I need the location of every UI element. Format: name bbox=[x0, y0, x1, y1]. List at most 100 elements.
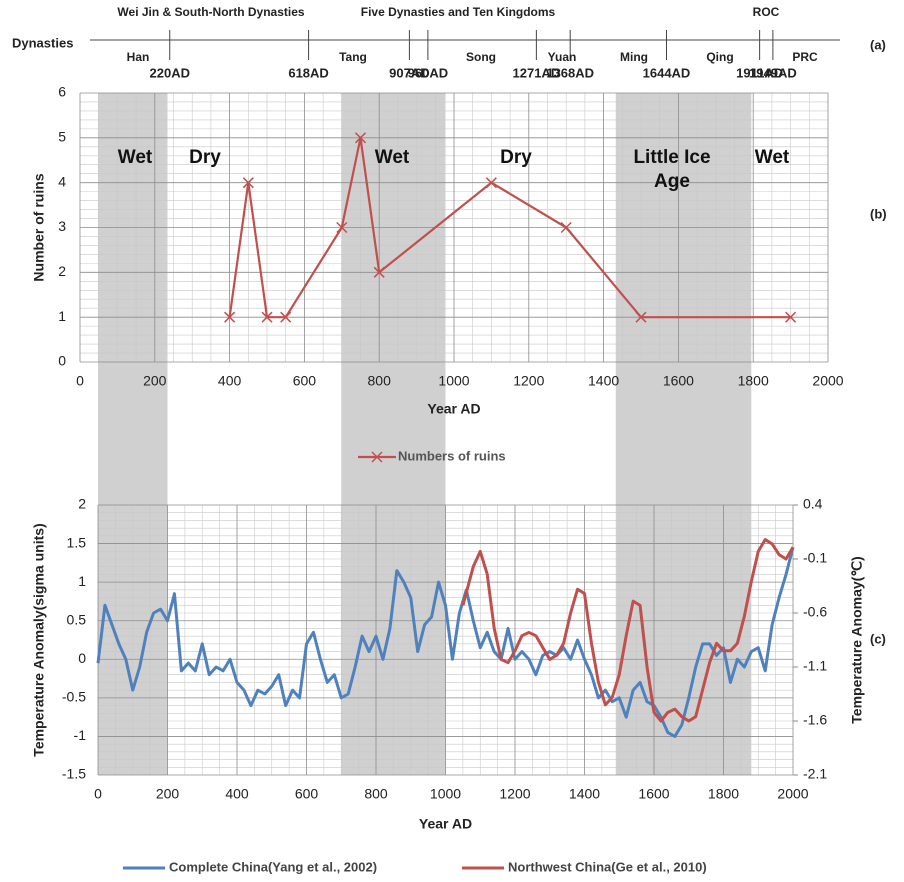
x-tick-label: 1600 bbox=[638, 786, 669, 802]
point-marker bbox=[336, 221, 348, 234]
x-axis-title: Year AD bbox=[419, 816, 472, 832]
y-tick-label: 1.5 bbox=[67, 534, 87, 550]
timeline-label: Dynasties bbox=[12, 35, 73, 50]
year-label: 907AD bbox=[389, 65, 429, 80]
dynasty-label: Han bbox=[127, 50, 150, 64]
point-marker bbox=[635, 311, 647, 323]
dynasty-label: Five Dynasties and Ten Kingdoms bbox=[361, 5, 556, 19]
point-marker bbox=[224, 311, 236, 323]
x-tick-label: 1800 bbox=[738, 373, 769, 389]
y-tick-label: 4 bbox=[58, 173, 66, 189]
x-tick-label: 400 bbox=[218, 373, 242, 389]
dynasty-label: Yuan bbox=[548, 50, 577, 64]
annotation: Dry bbox=[189, 147, 221, 168]
x-tick-label: 1400 bbox=[588, 373, 619, 389]
y2-tick-label: -1.1 bbox=[803, 658, 827, 674]
x-tick-label: 2000 bbox=[777, 786, 808, 802]
year-label: 1368AD bbox=[546, 65, 594, 80]
annotation: Wet bbox=[754, 147, 790, 168]
y2-tick-label: -0.6 bbox=[803, 604, 827, 620]
x-tick-label: 1800 bbox=[708, 786, 739, 802]
annotation: Dry bbox=[500, 147, 532, 168]
x-tick-label: 1400 bbox=[569, 786, 600, 802]
point-marker bbox=[485, 177, 497, 189]
dynasty-label: Ming bbox=[620, 50, 648, 64]
y-tick-label: 0.5 bbox=[67, 611, 87, 627]
annotation-text: Wet bbox=[754, 147, 790, 168]
y-tick-label: 0 bbox=[78, 650, 86, 666]
x-tick-label: 1200 bbox=[499, 786, 530, 802]
panel-label: (c) bbox=[870, 631, 886, 646]
year-label: 1271AD bbox=[513, 65, 561, 80]
panel-label: (b) bbox=[870, 206, 887, 221]
y-tick-label: 5 bbox=[58, 129, 66, 145]
y2-tick-label: -0.1 bbox=[803, 550, 827, 566]
year-label: 220AD bbox=[150, 65, 190, 80]
y2-tick-label: -2.1 bbox=[803, 766, 827, 782]
x-tick-label: 800 bbox=[368, 373, 392, 389]
y-tick-label: -1.5 bbox=[62, 766, 86, 782]
x-tick-label: 600 bbox=[293, 373, 317, 389]
dynasty-label: PRC bbox=[792, 50, 818, 64]
legend-marker bbox=[371, 451, 383, 463]
point-marker bbox=[785, 311, 797, 323]
y-tick-label: 6 bbox=[58, 84, 66, 100]
x-tick-label: 2000 bbox=[812, 373, 843, 389]
annotation: Little Ice Age bbox=[633, 147, 711, 192]
y-tick-label: -0.5 bbox=[62, 689, 86, 705]
x-tick-label: 0 bbox=[76, 373, 84, 389]
annotation-text: Dry bbox=[500, 147, 532, 168]
x-axis-title: Year AD bbox=[427, 401, 480, 417]
dynasty-label: Qing bbox=[706, 50, 733, 64]
y2-tick-label: -1.6 bbox=[803, 712, 827, 728]
panel-label: (a) bbox=[870, 37, 886, 52]
x-tick-label: 400 bbox=[225, 786, 249, 802]
annotation: Wet bbox=[117, 147, 153, 168]
legend-label: Complete China(Yang et al., 2002) bbox=[169, 859, 377, 874]
y2-tick-label: 0.4 bbox=[803, 496, 823, 512]
y-tick-label: 1 bbox=[58, 308, 66, 324]
x-tick-label: 600 bbox=[295, 786, 319, 802]
point-marker bbox=[261, 311, 273, 323]
y-tick-label: -1 bbox=[74, 727, 87, 743]
x-tick-label: 0 bbox=[94, 786, 102, 802]
y-axis-title: Number of ruins bbox=[31, 173, 47, 281]
point-marker bbox=[354, 132, 367, 144]
x-tick-label: 200 bbox=[143, 373, 167, 389]
y-tick-label: 1 bbox=[78, 573, 86, 589]
point-marker bbox=[560, 221, 572, 234]
legend-label: Numbers of ruins bbox=[398, 448, 506, 463]
annotation-text: Dry bbox=[189, 147, 221, 168]
x-tick-label: 800 bbox=[364, 786, 388, 802]
point-marker bbox=[373, 266, 385, 278]
y-axis-title: Temperature Anomaly(sigma units) bbox=[31, 523, 47, 756]
x-tick-label: 1000 bbox=[430, 786, 461, 802]
dynasty-label: ROC bbox=[753, 5, 780, 19]
year-label: 960AD bbox=[408, 65, 448, 80]
y-tick-label: 0 bbox=[58, 353, 66, 369]
x-tick-label: 200 bbox=[156, 786, 180, 802]
x-tick-label: 1200 bbox=[513, 373, 544, 389]
shaded-period bbox=[615, 93, 752, 775]
x-tick-label: 1000 bbox=[438, 373, 469, 389]
point-marker bbox=[242, 177, 254, 189]
series-line bbox=[96, 547, 795, 738]
y-tick-label: 2 bbox=[78, 496, 86, 512]
y-tick-label: 2 bbox=[58, 263, 66, 279]
dynasty-label: Wei Jin & South-North Dynasties bbox=[117, 5, 304, 19]
annotation-text: Wet bbox=[117, 147, 153, 168]
dynasty-label: Tang bbox=[339, 50, 367, 64]
point-marker bbox=[280, 311, 292, 323]
y-tick-label: 3 bbox=[58, 218, 66, 234]
year-label: 618AD bbox=[288, 65, 328, 80]
y2-axis-title: Temperature Anomay(℃) bbox=[849, 556, 865, 723]
annotation: Wet bbox=[374, 147, 410, 168]
year-label: 1911AD bbox=[736, 65, 783, 80]
legend-label: Northwest China(Ge et al., 2010) bbox=[508, 859, 707, 874]
series-line bbox=[461, 538, 795, 723]
x-tick-label: 1600 bbox=[663, 373, 694, 389]
dynasty-label: Song bbox=[466, 50, 496, 64]
annotation-text: Little Ice Age bbox=[633, 147, 711, 192]
annotation-text: Wet bbox=[374, 147, 410, 168]
